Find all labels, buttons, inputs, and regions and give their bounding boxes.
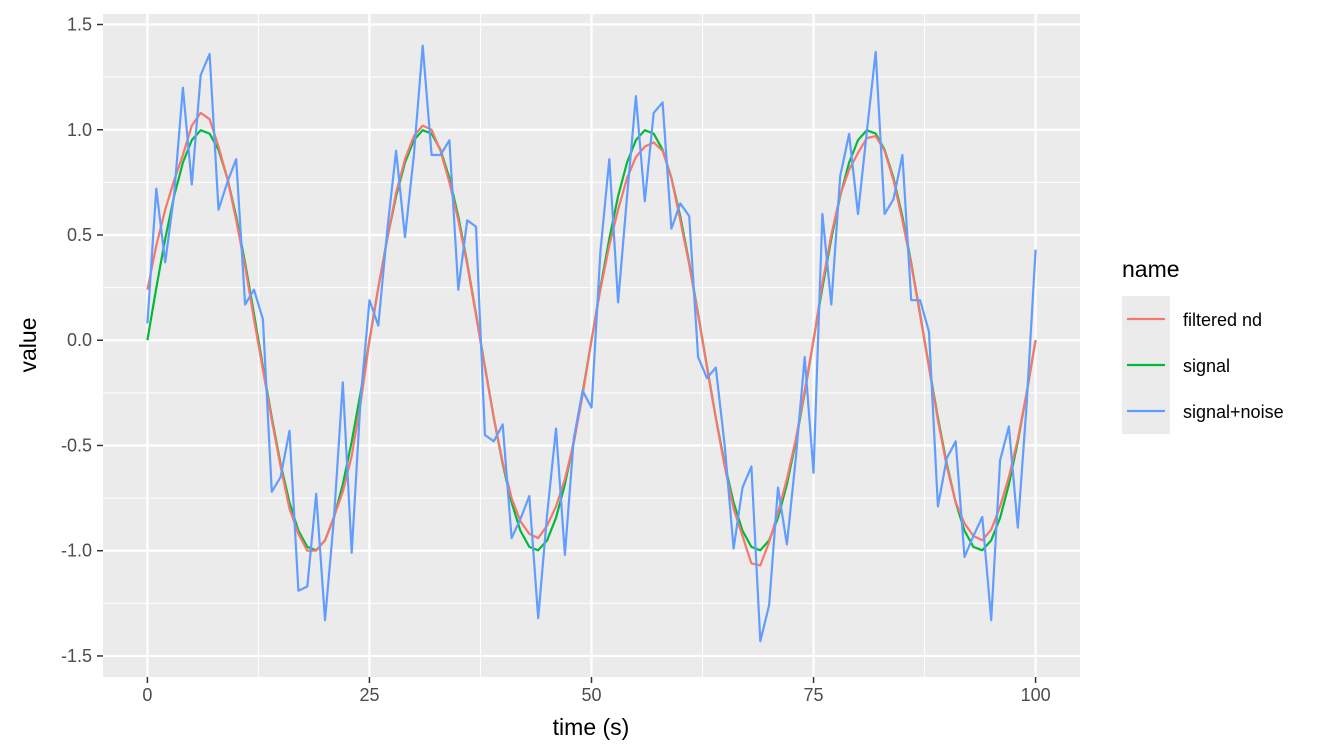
- x-tick-label: 75: [804, 685, 824, 705]
- series-layer: [146, 44, 1037, 643]
- y-tick-label: 0.0: [67, 330, 92, 350]
- x-tick-label: 25: [359, 685, 379, 705]
- series-line-signal-noise: [146, 44, 1037, 643]
- legend-label-filtered-nd: filtered nd: [1183, 310, 1262, 330]
- y-tick-label: 1.5: [67, 15, 92, 35]
- x-tick-label: 0: [142, 685, 152, 705]
- x-tick-label: 50: [581, 685, 601, 705]
- y-axis-title: value: [15, 318, 41, 373]
- y-tick-label: 0.5: [67, 225, 92, 245]
- y-tick-label: -0.5: [61, 435, 92, 455]
- y-tick-label: 1.0: [67, 120, 92, 140]
- legend-label-signal-noise: signal+noise: [1183, 402, 1284, 422]
- y-tick-label: -1.0: [61, 541, 92, 561]
- legend: name filtered nd signal signal+noise: [1122, 256, 1284, 434]
- y-tick-label: -1.5: [61, 646, 92, 666]
- x-tick-label: 100: [1021, 685, 1051, 705]
- axis-ticks: 0 25 50 75 100 1.5 1.0 0.5 0.0 -0.5 -1.0 -1.5: [61, 15, 1051, 705]
- x-axis-title: time (s): [553, 714, 630, 740]
- legend-label-signal: signal: [1183, 356, 1230, 376]
- legend-title: name: [1122, 256, 1180, 282]
